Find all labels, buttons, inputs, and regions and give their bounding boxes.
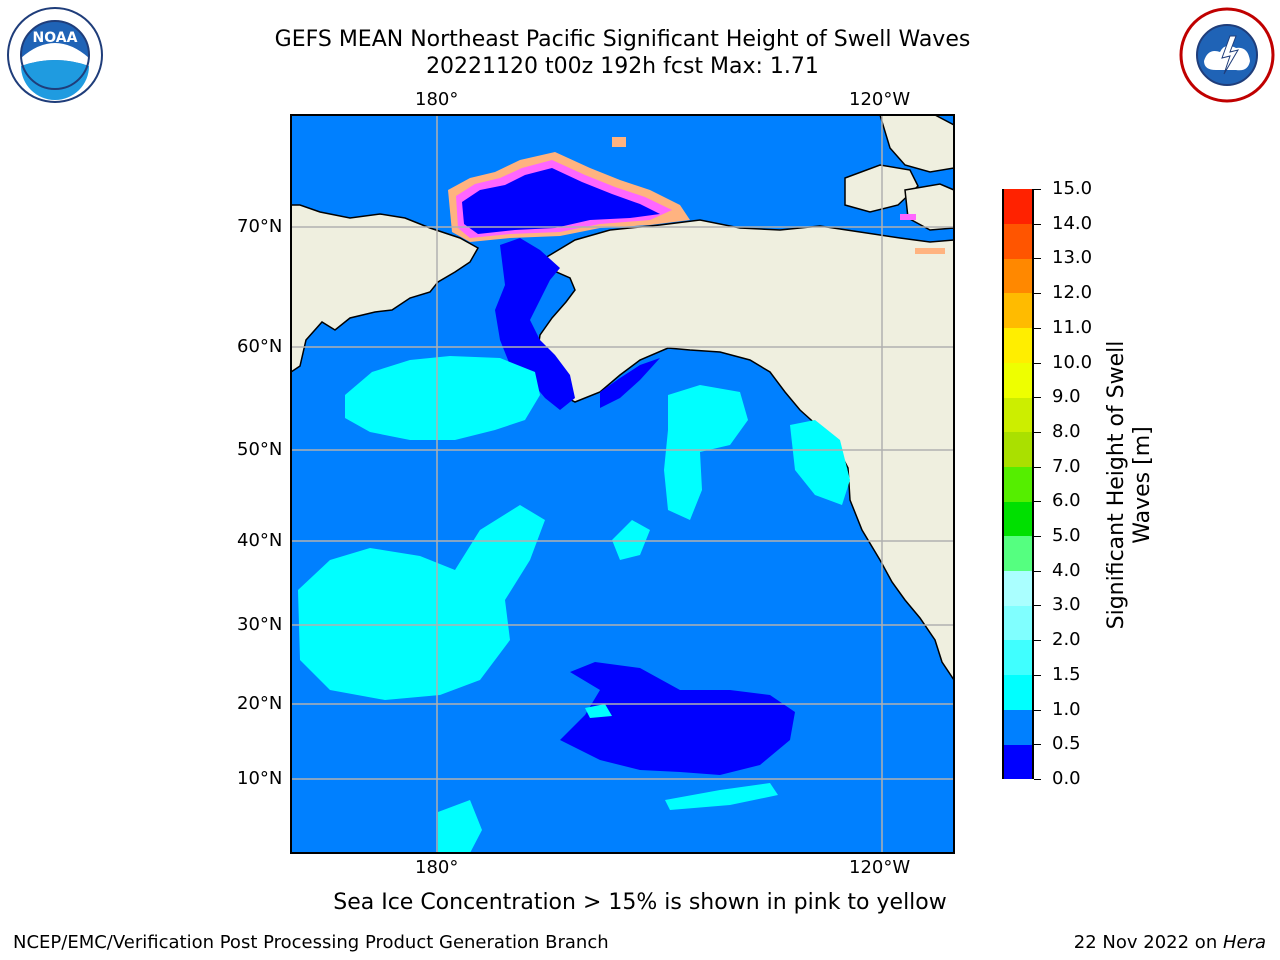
colorbar-tick-label: 11.0 (1052, 316, 1093, 338)
chart-subtitle: 20221120 t00z 192h fcst Max: 1.71 (426, 54, 819, 79)
colorbar-segment (1004, 293, 1032, 329)
swell-patch-south (438, 800, 482, 853)
colorbar-tick (1034, 570, 1041, 572)
colorbar-tick (1034, 779, 1041, 780)
colorbar-tick (1034, 397, 1041, 399)
colorbar-tick-label: 1.5 (1052, 663, 1081, 685)
land-asia (291, 115, 480, 373)
colorbar-segment (1004, 223, 1032, 259)
colorbar-segment (1004, 397, 1032, 433)
colorbar-tick-label: 0.5 (1052, 733, 1081, 755)
colorbar-tick (1034, 536, 1041, 538)
lat-label-40n: 40°N (237, 530, 283, 551)
nws-logo (1179, 7, 1275, 103)
swell-patch-aleutian (345, 356, 540, 440)
colorbar-segment (1004, 466, 1032, 502)
colorbar-segment (1004, 709, 1032, 745)
lon-label-top-180: 180° (415, 89, 459, 110)
lon-label-bottom-120w: 120°W (849, 857, 911, 878)
colorbar-tick-label: 2.0 (1052, 629, 1081, 651)
colorbar-tick (1034, 293, 1041, 295)
chart-title: GEFS MEAN Northeast Pacific Significant … (274, 27, 971, 52)
graticule (291, 115, 954, 853)
sea-ice-caption: Sea Ice Concentration > 15% is shown in … (333, 890, 947, 915)
colorbar-tick (1034, 258, 1041, 260)
lon-label-bottom-180: 180° (415, 857, 459, 878)
calm-patch-hawaii (560, 662, 795, 775)
lat-label-20n: 20°N (237, 693, 283, 714)
colorbar-tick (1034, 466, 1041, 468)
colorbar-tick (1034, 327, 1041, 329)
colorbar-tick (1034, 674, 1041, 676)
lon-label-top-120w: 120°W (849, 89, 911, 110)
lat-label-50n: 50°N (237, 439, 283, 460)
colorbar-tick-label: 1.0 (1052, 698, 1081, 720)
colorbar-segment (1004, 327, 1032, 363)
colorbar-tick-label: 7.0 (1052, 455, 1081, 477)
colorbar-segment (1004, 744, 1032, 780)
colorbar-tick-label: 9.0 (1052, 386, 1081, 408)
land-north-america (535, 115, 954, 682)
calm-arctic (462, 168, 660, 234)
swell-patch-central (298, 505, 545, 700)
colorbar-tick-label: 14.0 (1052, 212, 1093, 234)
colorbar (1002, 189, 1034, 780)
colorbar-segment (1004, 431, 1032, 467)
colorbar-segment (1004, 570, 1032, 606)
colorbar-segment (1004, 501, 1032, 537)
colorbar-tick-label: 3.0 (1052, 594, 1081, 616)
colorbar-tick (1034, 362, 1041, 364)
colorbar-tick (1034, 189, 1041, 190)
colorbar-tick-label: 5.0 (1052, 525, 1081, 547)
colorbar-tick-label: 13.0 (1052, 247, 1093, 269)
footer-date: 22 Nov 2022 on Hera (1073, 932, 1266, 953)
footer-credit: NCEP/EMC/Verification Post Processing Pr… (13, 932, 609, 953)
lat-label-10n: 10°N (237, 768, 283, 789)
colorbar-tick-label: 15.0 (1052, 178, 1093, 199)
colorbar-segment (1004, 674, 1032, 710)
colorbar-tick (1034, 605, 1041, 607)
colorbar-segment (1004, 362, 1032, 398)
lat-label-30n: 30°N (237, 614, 283, 635)
svg-text:NOAA: NOAA (33, 30, 78, 46)
colorbar-segment (1004, 189, 1032, 224)
lat-label-60n: 60°N (237, 336, 283, 357)
colorbar-label: Significant Height of Swell Waves [m] (1104, 340, 1155, 630)
colorbar-tick-label: 12.0 (1052, 282, 1093, 304)
colorbar-tick-label: 8.0 (1052, 420, 1081, 442)
colorbar-tick-label: 0.0 (1052, 768, 1081, 789)
colorbar-tick (1034, 744, 1041, 746)
footer-host: Hera (1222, 932, 1266, 953)
colorbar-tick-label: 4.0 (1052, 559, 1081, 581)
colorbar-tick-label: 6.0 (1052, 490, 1081, 512)
colorbar-tick (1034, 431, 1041, 433)
colorbar-tick (1034, 223, 1041, 225)
colorbar-segment (1004, 640, 1032, 676)
map-frame (290, 114, 955, 854)
colorbar-tick (1034, 640, 1041, 642)
swell-patch-gulf (664, 385, 748, 520)
colorbar-segment (1004, 605, 1032, 641)
colorbar-tick (1034, 709, 1041, 711)
noaa-logo: NOAA (7, 7, 103, 103)
colorbar-segment (1004, 536, 1032, 572)
lat-label-70n: 70°N (237, 216, 283, 237)
swell-patch-coast (790, 420, 850, 505)
colorbar-segment (1004, 258, 1032, 294)
colorbar-tick (1034, 501, 1041, 503)
colorbar-tick-label: 10.0 (1052, 351, 1093, 373)
